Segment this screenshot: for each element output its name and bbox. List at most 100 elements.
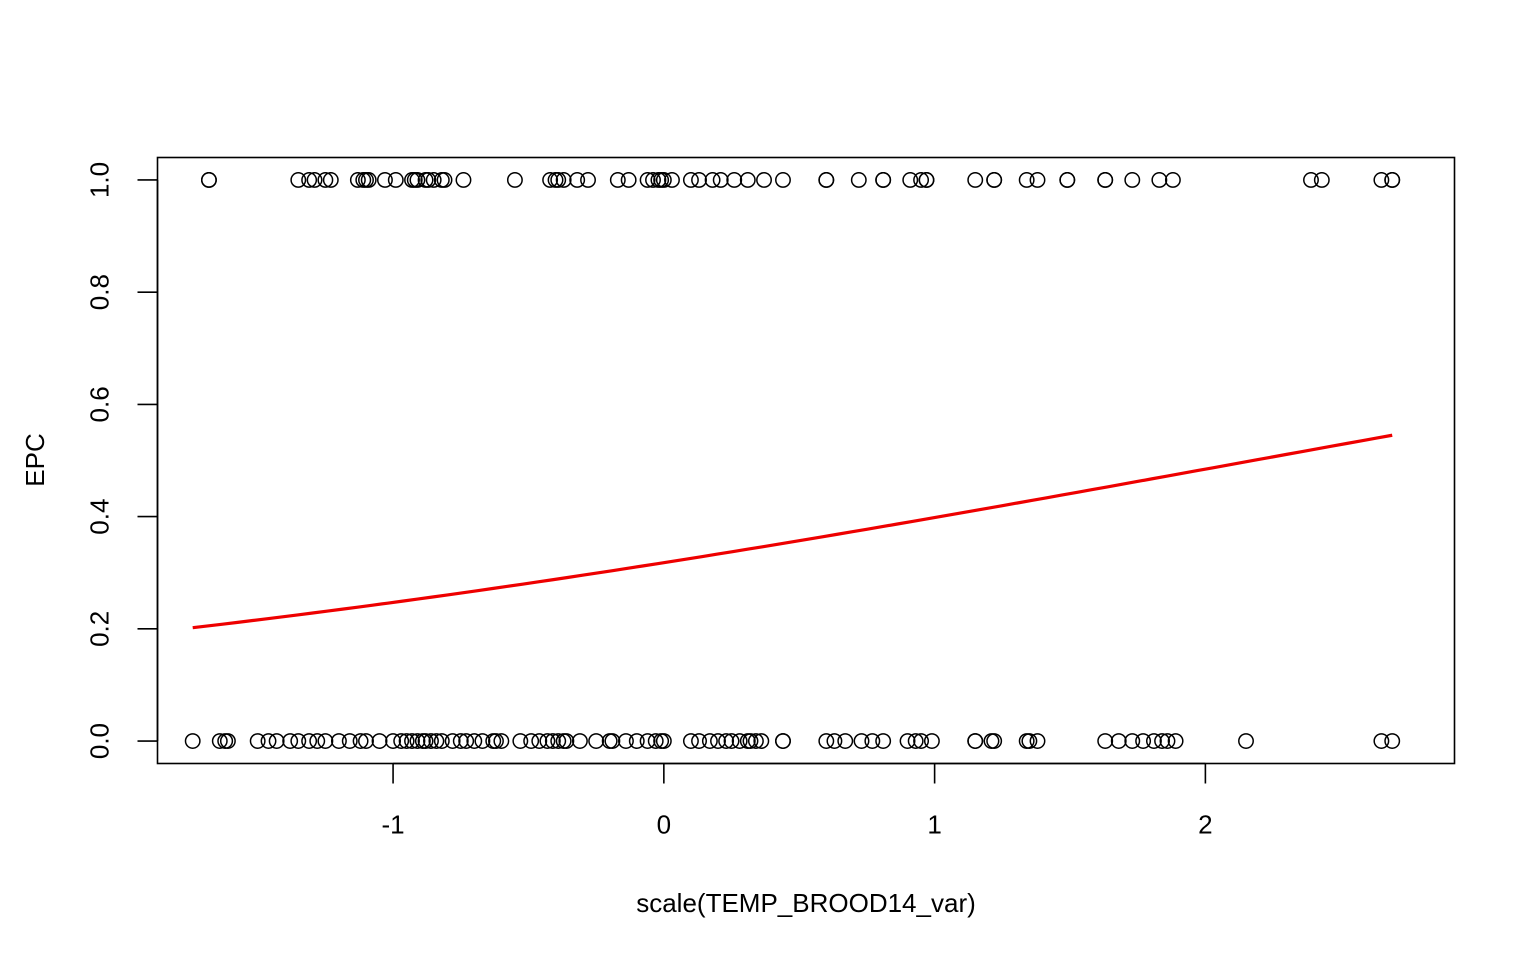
data-point: [918, 171, 935, 188]
data-point: [899, 733, 916, 750]
data-point: [682, 171, 699, 188]
data-point: [580, 171, 596, 188]
data-point: [436, 171, 453, 188]
data-point: [1238, 733, 1254, 750]
data-point: [710, 733, 726, 750]
data-point: [1384, 171, 1401, 188]
data-point: [604, 733, 621, 750]
data-point: [726, 171, 743, 188]
data-point: [1110, 733, 1127, 750]
data-point: [268, 733, 285, 750]
data-point: [639, 733, 656, 750]
data-point: [664, 171, 680, 188]
data-point: [352, 733, 369, 750]
data-point: [1159, 733, 1176, 750]
data-point: [1029, 171, 1046, 188]
data-point: [1373, 733, 1390, 750]
data-point: [404, 733, 420, 750]
data-point: [731, 733, 748, 750]
data-point: [967, 733, 984, 750]
data-point: [1313, 171, 1330, 188]
data-point: [913, 733, 930, 750]
data-point: [260, 733, 277, 750]
data-point: [1151, 171, 1168, 188]
data-point: [1167, 733, 1184, 750]
data-point: [358, 733, 374, 750]
data-point: [409, 733, 426, 750]
data-point: [826, 733, 843, 750]
data-point: [691, 733, 707, 750]
data-point: [385, 733, 402, 750]
data-point: [306, 171, 323, 188]
data-point: [544, 733, 561, 750]
data-point: [371, 733, 388, 750]
data-point: [1018, 171, 1035, 188]
data-point: [219, 733, 236, 750]
x-tick-label: 0: [657, 810, 671, 840]
fit-curve: [192, 433, 1393, 630]
x-tick-label: 1: [927, 810, 941, 840]
data-point: [555, 171, 572, 188]
data-point: [542, 171, 559, 188]
data-point: [691, 171, 707, 188]
data-point: [571, 733, 588, 750]
data-point: [341, 733, 358, 750]
data-point: [1097, 733, 1114, 750]
data-point: [512, 733, 529, 750]
data-point: [428, 733, 445, 750]
data-point: [531, 733, 548, 750]
data-point: [682, 733, 699, 750]
data-point: [1384, 733, 1401, 750]
data-point: [775, 171, 791, 188]
data-point: [317, 733, 334, 750]
data-point: [986, 171, 1003, 188]
x-tick-label: 2: [1198, 810, 1212, 840]
data-point: [704, 171, 721, 188]
data-point: [1021, 733, 1038, 750]
data-point: [902, 171, 919, 188]
data-point: [317, 171, 334, 188]
data-point: [742, 733, 759, 750]
data-point: [301, 171, 318, 188]
y-tick-label: 0.6: [85, 386, 115, 422]
data-points: [184, 171, 1401, 750]
data-point: [775, 733, 791, 750]
data-point: [376, 171, 393, 188]
data-point: [493, 733, 510, 750]
data-point: [1154, 733, 1171, 750]
data-point: [330, 733, 347, 750]
data-point: [558, 733, 575, 750]
data-point: [211, 733, 228, 750]
data-point: [1135, 733, 1152, 750]
data-point: [282, 733, 299, 750]
data-point: [723, 733, 740, 750]
data-point: [747, 733, 764, 750]
data-point: [647, 733, 664, 750]
data-point: [523, 733, 540, 750]
data-point: [200, 171, 217, 188]
data-point: [249, 733, 266, 750]
data-point: [1145, 733, 1162, 750]
data-point: [1373, 171, 1390, 188]
data-point: [398, 733, 415, 750]
data-point: [458, 733, 475, 750]
y-tick-label: 1.0: [85, 162, 115, 198]
data-point: [818, 171, 835, 188]
data-point: [417, 733, 434, 750]
data-point: [1059, 171, 1076, 188]
data-point: [853, 733, 870, 750]
data-point: [1164, 171, 1181, 188]
data-point: [588, 733, 605, 750]
data-point: [986, 733, 1003, 750]
data-point: [818, 733, 835, 750]
data-point: [184, 733, 201, 750]
data-point: [628, 733, 645, 750]
data-point: [550, 733, 567, 750]
data-point: [850, 171, 867, 188]
data-point: [433, 733, 450, 750]
data-point: [466, 733, 483, 750]
data-point: [1124, 171, 1141, 188]
data-point: [864, 733, 881, 750]
data-point: [1097, 171, 1114, 188]
